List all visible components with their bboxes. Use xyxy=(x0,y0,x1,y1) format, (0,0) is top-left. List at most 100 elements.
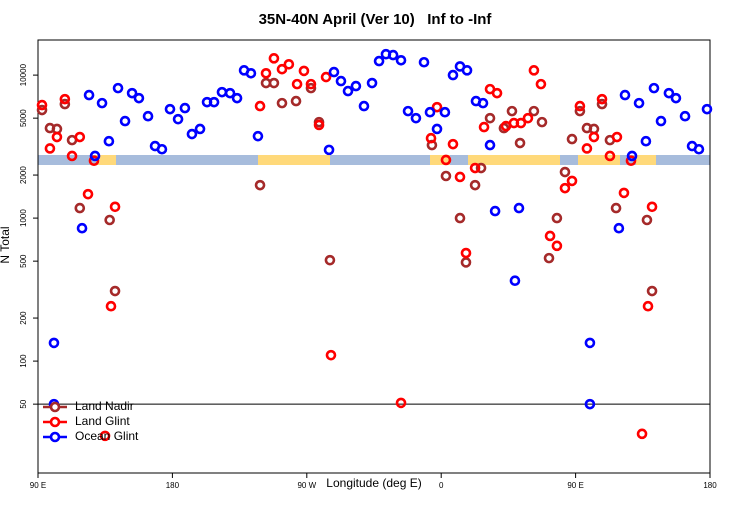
point xyxy=(484,139,496,151)
point xyxy=(596,93,608,105)
point xyxy=(260,67,272,79)
y-tick-label: 10000 xyxy=(19,63,28,86)
point xyxy=(584,337,596,349)
point xyxy=(283,59,295,70)
point xyxy=(373,55,385,67)
point xyxy=(36,99,48,111)
point xyxy=(642,300,654,312)
point xyxy=(402,105,414,117)
point xyxy=(475,162,487,174)
point xyxy=(119,115,131,127)
point xyxy=(252,130,264,142)
point xyxy=(59,98,71,110)
x-tick-label: 90 E xyxy=(30,481,46,490)
point xyxy=(328,66,340,78)
point xyxy=(335,75,347,87)
x-tick-label: 180 xyxy=(703,481,717,490)
point xyxy=(440,170,452,182)
point xyxy=(469,179,481,191)
point xyxy=(76,222,88,234)
point xyxy=(276,63,288,75)
point xyxy=(395,397,407,409)
point xyxy=(670,92,682,104)
y-tick-label: 2000 xyxy=(19,166,28,184)
point xyxy=(424,106,436,118)
point xyxy=(491,87,503,99)
legend-label: Land Nadir xyxy=(75,399,134,413)
point xyxy=(646,201,658,213)
point xyxy=(535,78,547,90)
point xyxy=(551,240,563,252)
point xyxy=(543,252,555,264)
x-tick-label: 90 E xyxy=(567,481,583,490)
point xyxy=(103,135,115,147)
point xyxy=(431,123,443,135)
series xyxy=(48,48,713,410)
point xyxy=(88,155,100,167)
point xyxy=(291,78,303,90)
point xyxy=(179,102,191,114)
y-tick-label: 5000 xyxy=(19,109,28,127)
point xyxy=(484,112,496,124)
point xyxy=(522,112,534,124)
point xyxy=(186,128,198,140)
point xyxy=(298,65,310,77)
land-band xyxy=(578,155,620,165)
y-tick-label: 200 xyxy=(19,311,28,325)
point xyxy=(641,214,653,226)
point xyxy=(633,97,645,109)
land-band xyxy=(96,155,116,165)
point xyxy=(194,123,206,135)
point xyxy=(66,150,78,162)
point xyxy=(566,175,578,187)
point xyxy=(489,205,501,217)
point xyxy=(350,80,362,92)
point xyxy=(478,121,490,133)
legend-label: Land Glint xyxy=(75,414,130,428)
point xyxy=(460,247,472,259)
point xyxy=(324,254,336,266)
point xyxy=(156,143,168,155)
point xyxy=(528,105,540,117)
point xyxy=(514,137,526,149)
point xyxy=(164,103,176,115)
point xyxy=(74,202,86,214)
series xyxy=(36,77,658,297)
point xyxy=(693,143,705,155)
point xyxy=(245,67,257,79)
chart-title: 35N-40N April (Ver 10) Inf to -Inf xyxy=(259,11,493,28)
y-tick-label: 500 xyxy=(19,254,28,268)
point xyxy=(395,54,407,66)
point xyxy=(59,93,71,105)
point xyxy=(104,214,115,226)
point xyxy=(506,105,518,117)
point xyxy=(112,82,124,94)
point xyxy=(513,202,525,214)
point xyxy=(440,154,452,166)
surface-band xyxy=(38,155,710,165)
point xyxy=(544,230,556,242)
point xyxy=(387,49,399,61)
land-band xyxy=(430,155,450,165)
point xyxy=(74,131,86,143)
point xyxy=(646,285,658,297)
point xyxy=(418,56,430,68)
point xyxy=(584,398,596,410)
point xyxy=(142,110,154,122)
point xyxy=(461,65,473,76)
point xyxy=(588,131,600,143)
point xyxy=(224,87,236,99)
y-tick-label: 100 xyxy=(19,354,28,368)
point xyxy=(581,143,593,154)
series xyxy=(36,53,658,442)
point xyxy=(469,162,481,174)
point xyxy=(701,103,713,115)
x-axis-label: Longitude (deg E) xyxy=(326,476,421,490)
x-tick-label: 90 W xyxy=(297,481,316,490)
point xyxy=(410,112,422,124)
point xyxy=(625,155,637,167)
point xyxy=(254,179,266,191)
point xyxy=(551,212,563,224)
point xyxy=(454,171,466,183)
